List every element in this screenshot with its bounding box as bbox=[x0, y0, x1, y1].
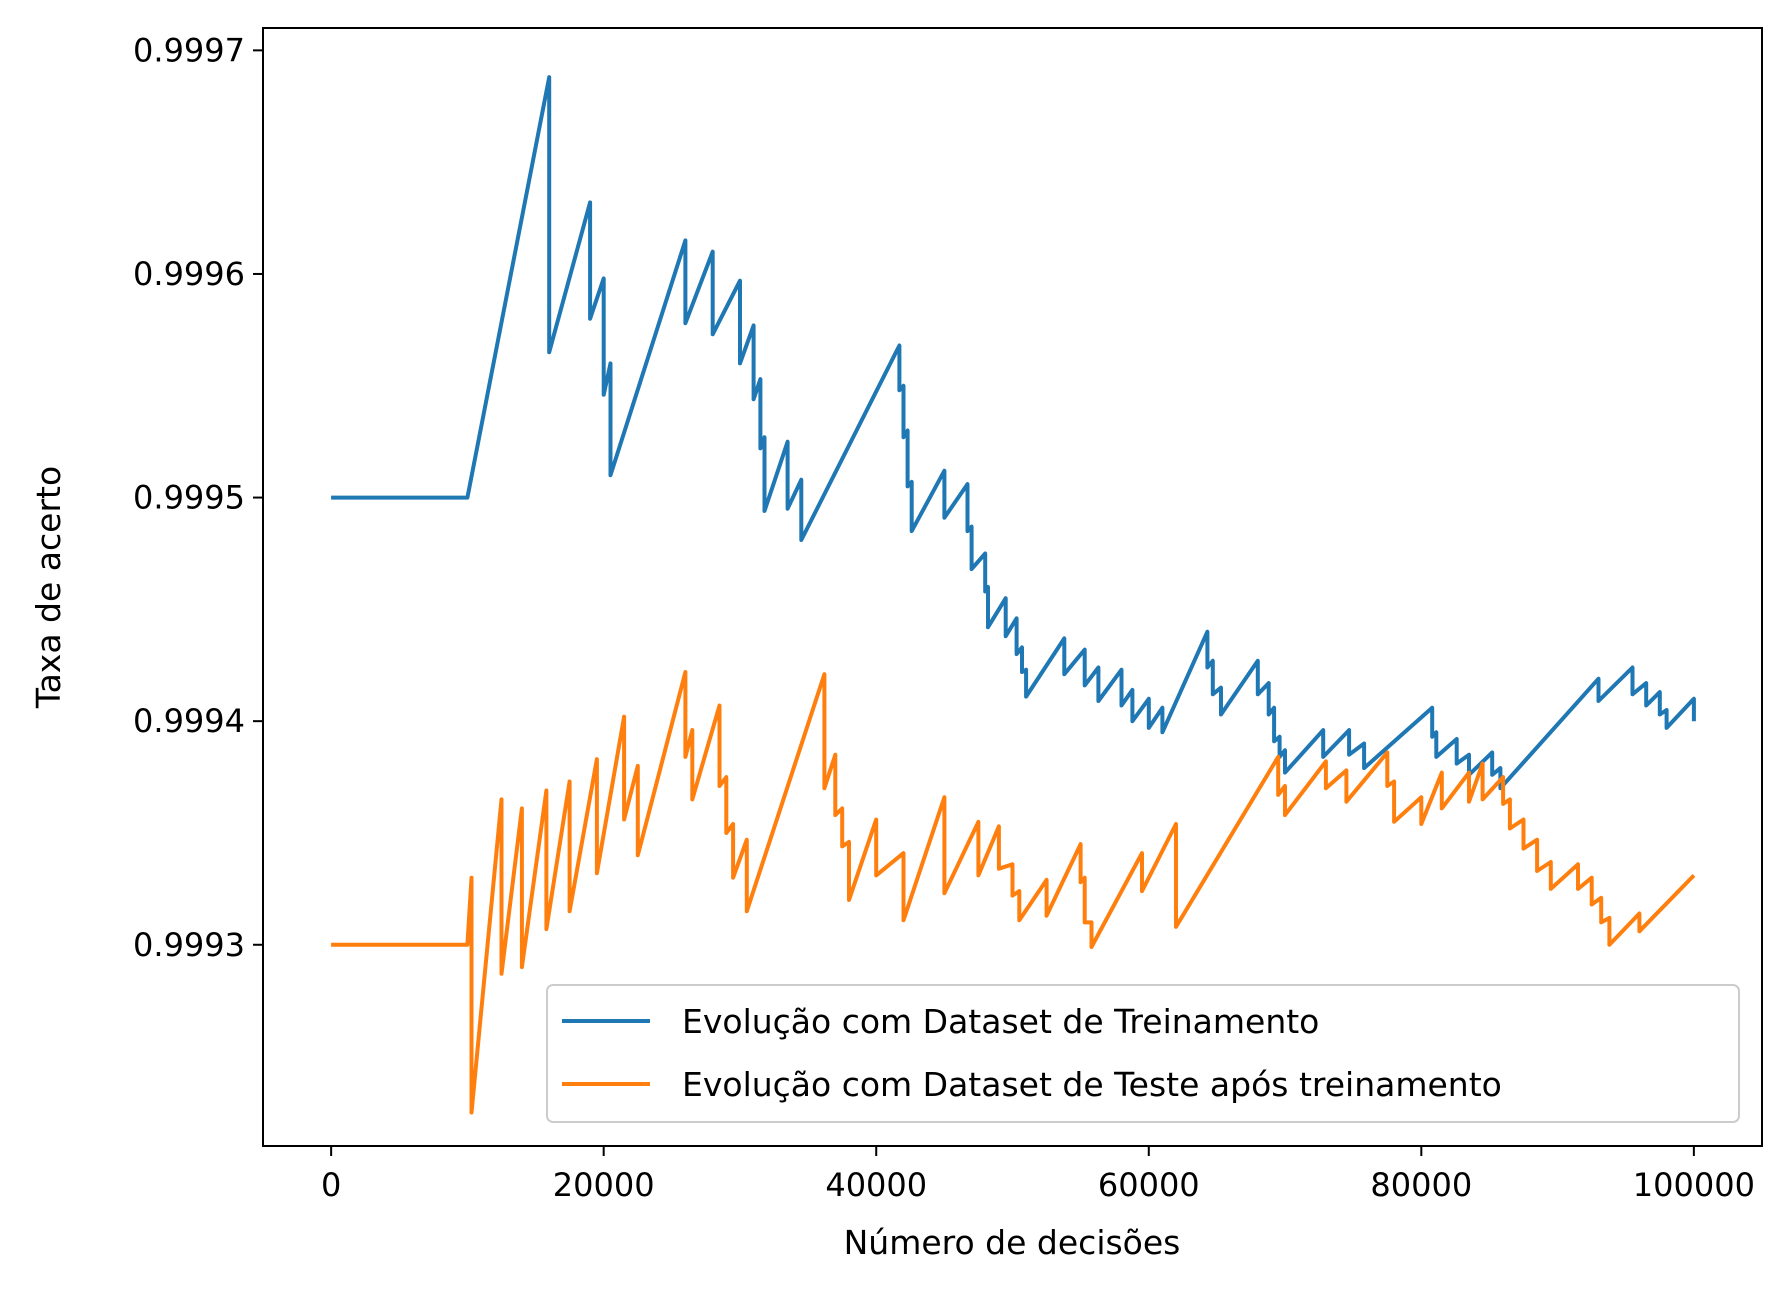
legend-label-test: Evolução com Dataset de Teste após trein… bbox=[682, 1065, 1502, 1104]
legend-label-training: Evolução com Dataset de Treinamento bbox=[682, 1002, 1319, 1041]
x-axis: 0 20000 40000 60000 80000 100000 bbox=[321, 1146, 1755, 1204]
x-axis-title: Número de decisões bbox=[844, 1223, 1181, 1262]
y-tick-label: 0.9996 bbox=[133, 255, 245, 293]
plot-area bbox=[263, 28, 1762, 1146]
series-line-1 bbox=[331, 670, 1696, 1115]
x-tick-label: 0 bbox=[321, 1166, 341, 1204]
x-tick-label: 20000 bbox=[553, 1166, 655, 1204]
y-axis-title: Taxa de acerto bbox=[29, 466, 68, 709]
x-tick-label: 100000 bbox=[1633, 1166, 1755, 1204]
legend: Evolução com Dataset de Treinamento Evol… bbox=[546, 984, 1740, 1123]
series-line-0 bbox=[331, 75, 1696, 791]
y-tick-label: 0.9993 bbox=[133, 926, 245, 964]
series-layer bbox=[331, 75, 1696, 1115]
x-tick-label: 80000 bbox=[1370, 1166, 1472, 1204]
y-axis: 0.9993 0.9994 0.9995 0.9996 0.9997 bbox=[133, 31, 263, 964]
plot-frame bbox=[262, 27, 1763, 1147]
y-tick-label: 0.9997 bbox=[133, 31, 245, 69]
x-tick-label: 40000 bbox=[825, 1166, 927, 1204]
legend-box bbox=[546, 984, 1740, 1123]
y-tick-label: 0.9995 bbox=[133, 479, 245, 517]
y-tick-label: 0.9994 bbox=[133, 702, 245, 740]
x-tick-label: 60000 bbox=[1098, 1166, 1200, 1204]
